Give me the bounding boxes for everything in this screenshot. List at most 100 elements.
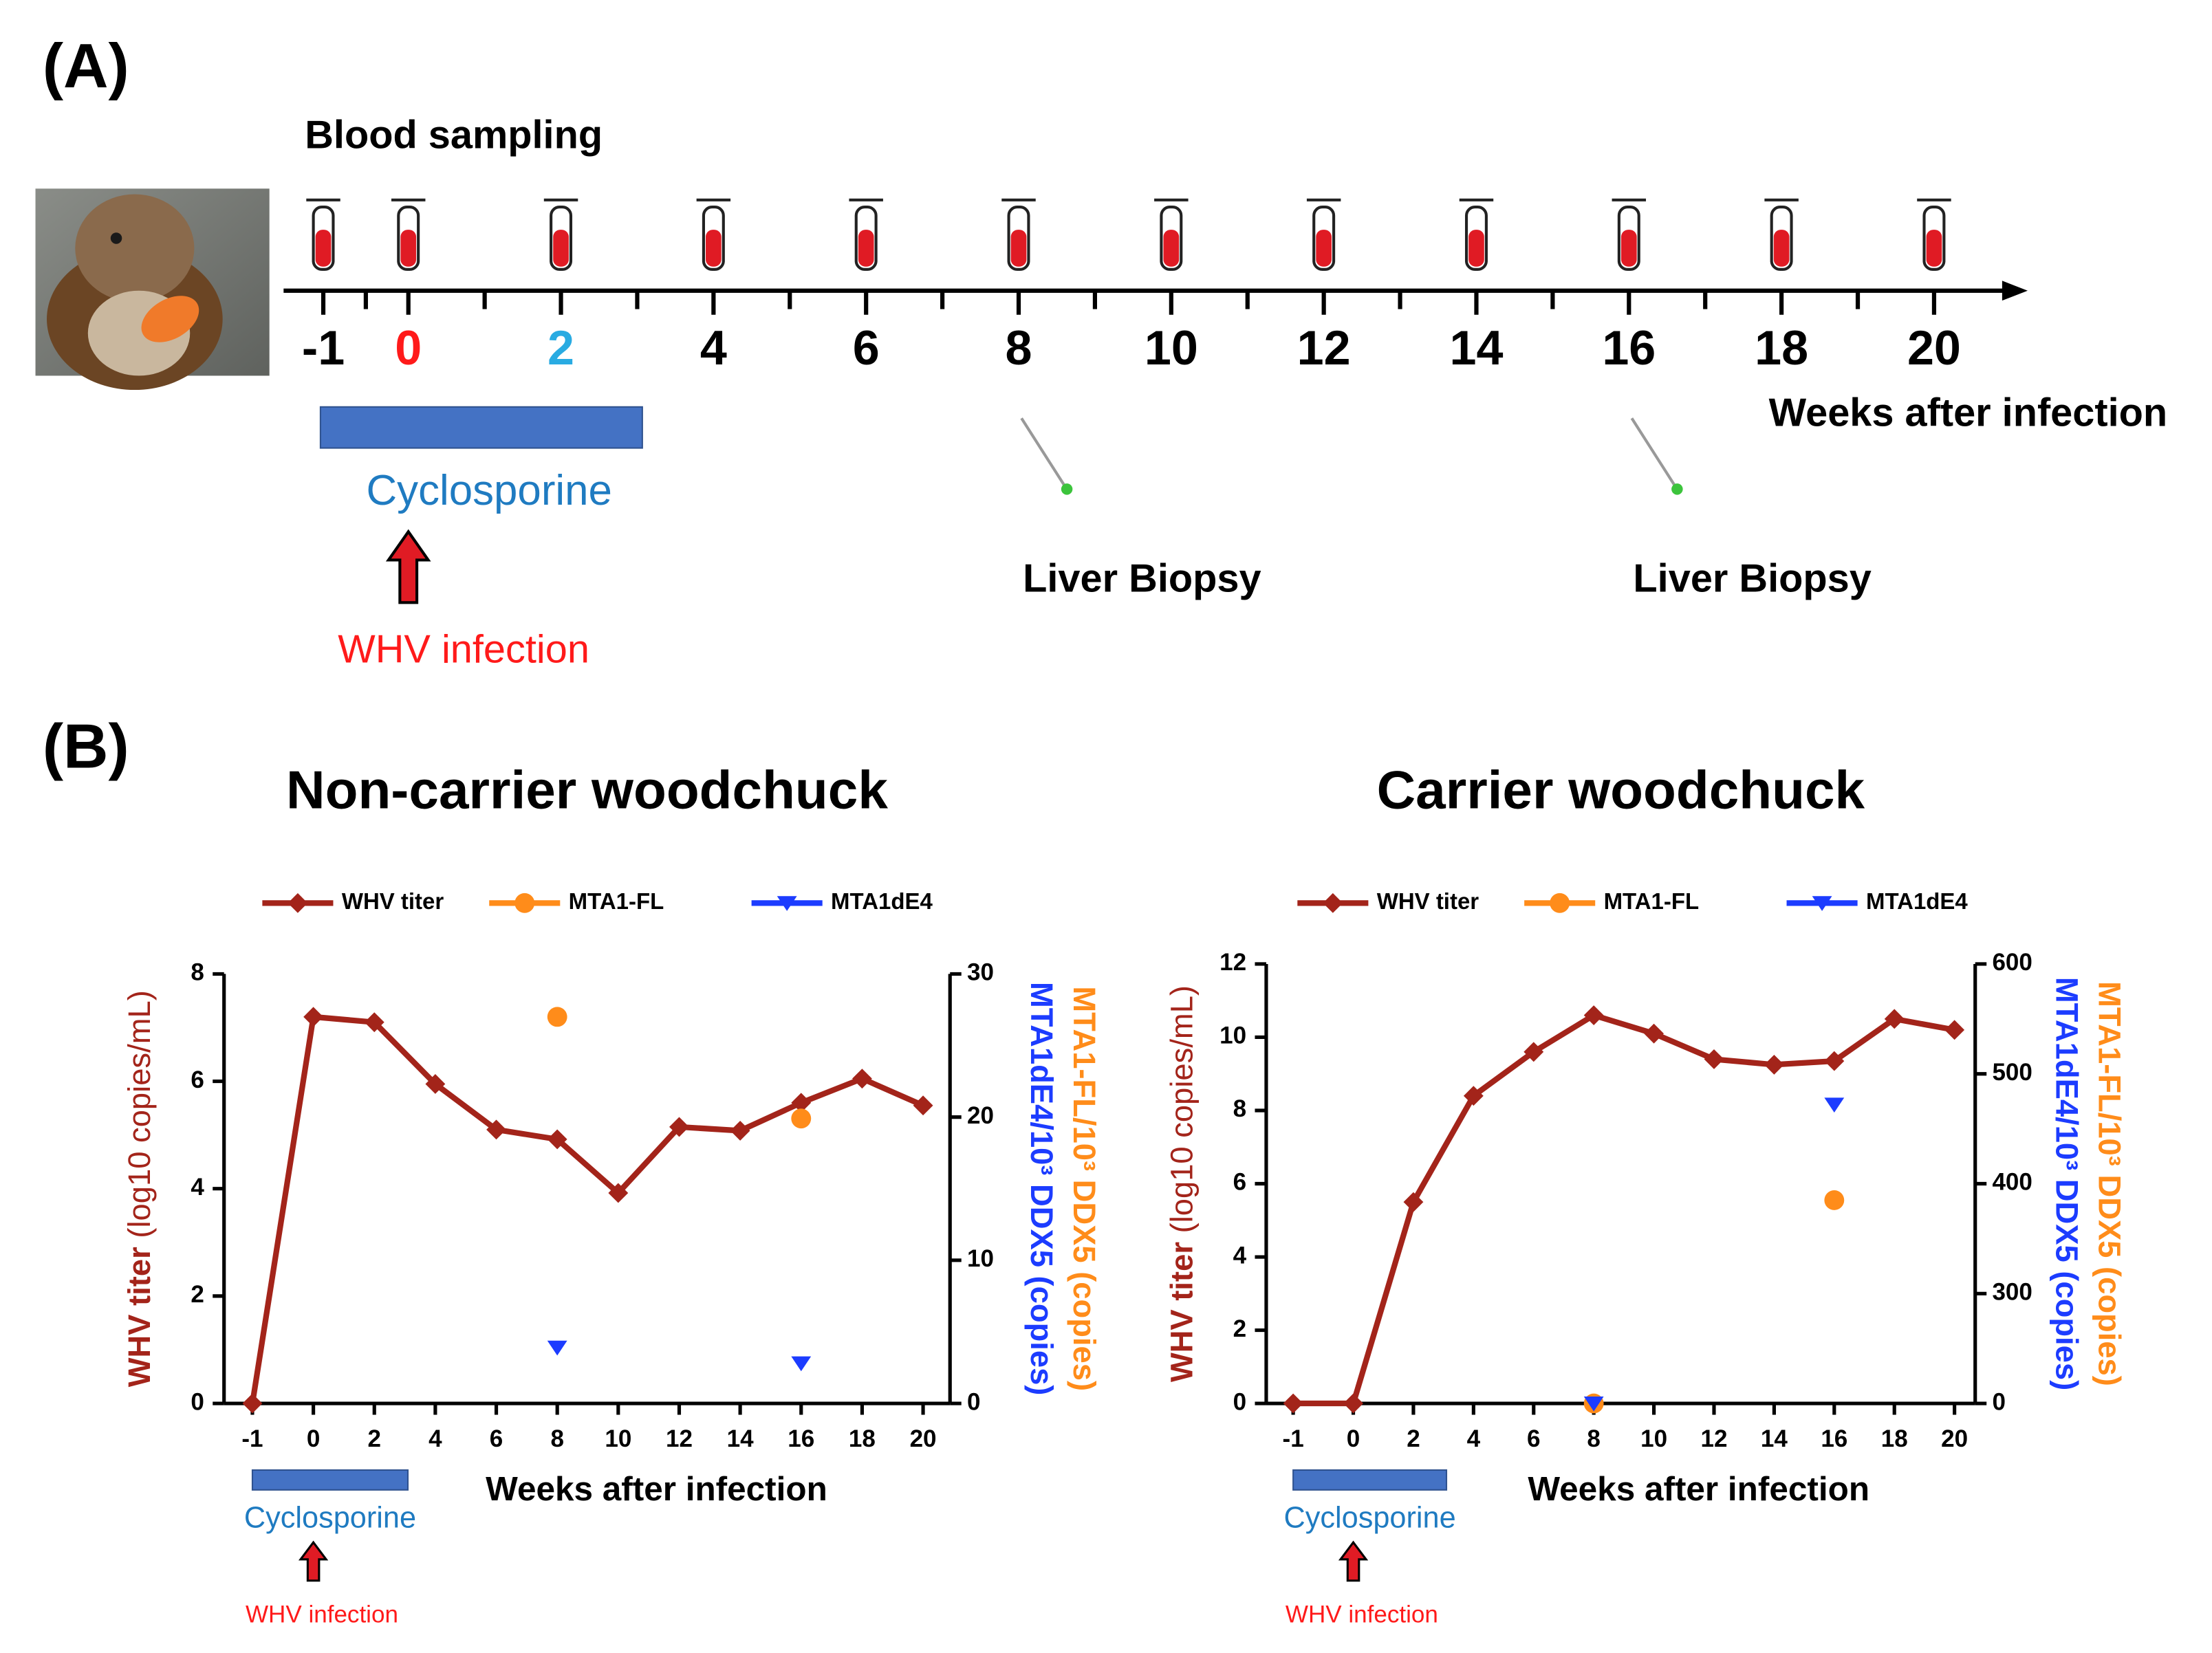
marker: [288, 893, 308, 913]
week-label: 12: [1297, 321, 1351, 375]
marker: [1764, 1054, 1784, 1075]
y2-tick-label: 30: [967, 959, 994, 986]
y2-tick-label: 400: [1992, 1169, 2032, 1196]
x-tick-label: 2: [368, 1425, 381, 1452]
tube-blood: [1010, 230, 1027, 267]
infection-label: WHV infection: [246, 1601, 398, 1628]
x-tick-label: 4: [1467, 1425, 1481, 1452]
x-tick-label: 0: [307, 1425, 320, 1452]
marker: [1824, 1190, 1845, 1210]
y-tick-label: 0: [1233, 1388, 1246, 1415]
tube-blood: [315, 230, 332, 267]
legend-label: WHV titer: [1377, 888, 1479, 914]
cyclosporine-label: Cyclosporine: [367, 467, 612, 514]
tube-blood: [400, 230, 417, 267]
y-tick-label: 8: [1233, 1095, 1246, 1122]
x-tick-label: 16: [788, 1425, 814, 1452]
marker: [1944, 1020, 1965, 1040]
y2-axis-label: MTA1-FL/10³ DDX5 (copies): [2092, 981, 2127, 1386]
y-tick-label: 10: [1219, 1022, 1246, 1049]
x-tick-label: 2: [1407, 1425, 1420, 1452]
blood-tube: [1764, 198, 1799, 271]
week-label: 0: [395, 321, 422, 375]
y-tick-label: 4: [191, 1174, 204, 1201]
legend-label: MTA1-FL: [569, 888, 664, 914]
chart-title: Carrier woodchuck: [1377, 759, 1865, 820]
photo: [35, 188, 270, 391]
chart: Non-carrier woodchuck 0 2 4 6 8 0 10 20 30 -1 0 2 4 6 8…: [122, 759, 1102, 1628]
biopsy-needle-tip: [1061, 483, 1073, 495]
x-tick-label: 10: [605, 1425, 631, 1452]
tube-blood: [706, 230, 722, 267]
infection-arrow: [298, 1540, 329, 1582]
y2-tick-label: 0: [967, 1388, 980, 1415]
x-tick-label: 12: [666, 1425, 693, 1452]
legend-label: MTA1dE4: [831, 888, 933, 914]
week-label: 10: [1145, 321, 1198, 375]
week-label: 4: [700, 321, 727, 375]
y2-tick-label: 10: [967, 1245, 994, 1272]
x-tick-label: 8: [1587, 1425, 1600, 1452]
blood-tube: [1154, 198, 1189, 271]
x-tick-label: 20: [1941, 1425, 1968, 1452]
y2-tick-label: 600: [1992, 949, 2032, 976]
blood-sampling-label: Blood sampling: [305, 113, 603, 157]
y2-axis-label: MTA1dE4/10³ DDX5 (copies): [1024, 982, 1059, 1395]
week-label: 18: [1755, 321, 1808, 375]
biopsy-needle: [1020, 417, 1065, 486]
x-tick-label: 14: [727, 1425, 754, 1452]
y-axis-label: WHV titer (log10 copies/mL): [1164, 985, 1199, 1382]
y2-axis-label: MTA1dE4/10³ DDX5 (copies): [2050, 977, 2085, 1390]
marker: [514, 893, 535, 913]
cyclosporine-bar: [319, 406, 643, 449]
chart-title: Non-carrier woodchuck: [286, 759, 888, 820]
x-tick-label: 6: [490, 1425, 503, 1452]
blood-tube: [391, 198, 426, 271]
marker: [1283, 1393, 1303, 1414]
series-line: [249, 1014, 924, 1404]
biopsy-label: Liver Biopsy: [1023, 557, 1261, 601]
marker: [1704, 1049, 1724, 1069]
timeline-x-label: Weeks after infection: [1769, 391, 2168, 435]
marker: [913, 1095, 933, 1116]
y-tick-label: 6: [191, 1066, 204, 1093]
tube-blood: [1163, 230, 1180, 267]
tube-blood: [858, 230, 874, 267]
blood-tube: [849, 198, 883, 271]
x-tick-label: 18: [849, 1425, 876, 1452]
infection-arrow: [385, 529, 431, 604]
cyclosporine-bar: [1292, 1469, 1448, 1491]
legend-label: WHV titer: [342, 888, 444, 914]
y2-tick-label: 0: [1992, 1388, 2005, 1415]
panel-label: (A): [43, 32, 129, 101]
timeline-arrow: [2002, 281, 2028, 301]
marker: [1583, 1396, 1604, 1412]
marker: [1824, 1097, 1845, 1113]
marker: [669, 1117, 689, 1137]
blood-tube: [543, 198, 578, 271]
x-tick-label: 16: [1821, 1425, 1847, 1452]
x-tick-label: 0: [1347, 1425, 1360, 1452]
week-label: 6: [853, 321, 880, 375]
marker: [486, 1119, 506, 1140]
marker: [547, 1340, 567, 1356]
y-tick-label: 12: [1219, 949, 1246, 976]
week-label: 20: [1907, 321, 1961, 375]
marker: [1644, 1023, 1665, 1044]
blood-tube: [1459, 198, 1494, 271]
cyclosporine-bar: [251, 1469, 409, 1491]
legend-label: MTA1dE4: [1866, 888, 1968, 914]
x-tick-label: 14: [1761, 1425, 1788, 1452]
week-label: 8: [1006, 321, 1032, 375]
marker: [1463, 1086, 1484, 1106]
timeline: -1 0 2 4 6 8 10 12 14 16 18 20 Cyclosporine WHV infec…: [283, 198, 2028, 672]
infection-arrow: [1338, 1540, 1369, 1582]
marker: [547, 1007, 567, 1027]
biopsy-needle: [1630, 417, 1676, 486]
marker: [1550, 893, 1570, 913]
infection-label: WHV infection: [1286, 1601, 1438, 1628]
x-axis-label: Weeks after infection: [486, 1470, 827, 1508]
week-label: 2: [547, 321, 574, 375]
y-axis-label: WHV titer (log10 copies/mL): [122, 990, 157, 1387]
series-line: [1293, 1012, 1955, 1407]
